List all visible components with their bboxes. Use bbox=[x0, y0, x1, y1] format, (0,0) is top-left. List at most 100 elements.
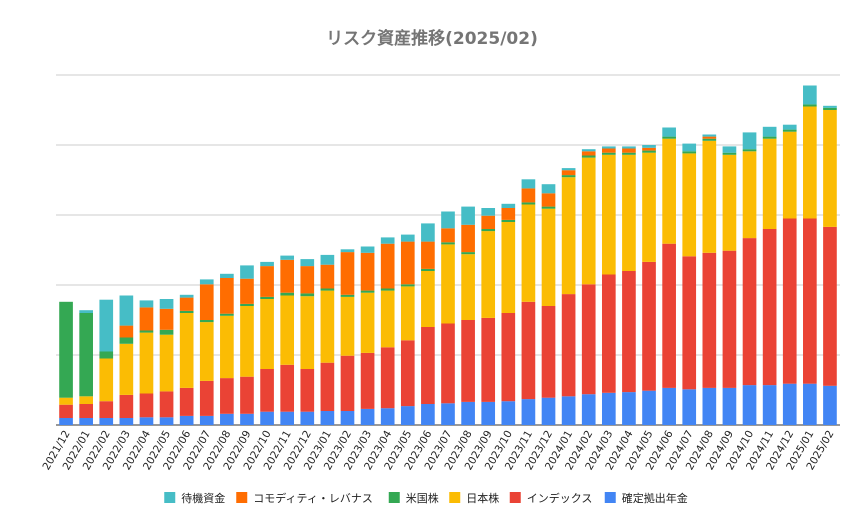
bar-segment bbox=[541, 397, 556, 425]
bar-segment bbox=[340, 294, 355, 297]
bar-segment bbox=[682, 153, 697, 257]
bar-segment bbox=[400, 241, 415, 285]
bar-segment bbox=[280, 255, 295, 260]
bar-segment bbox=[501, 313, 516, 402]
bar-segment bbox=[380, 288, 395, 291]
bar-segment bbox=[722, 250, 737, 388]
bar-segment bbox=[441, 403, 455, 425]
bar-segment bbox=[340, 355, 355, 411]
bar-segment bbox=[79, 310, 93, 313]
bar-segment bbox=[823, 110, 837, 227]
bar-segment bbox=[461, 252, 475, 255]
bar-segment bbox=[220, 378, 234, 414]
bar-segment bbox=[360, 252, 375, 291]
bar-segment bbox=[622, 152, 636, 155]
bar-segment bbox=[642, 152, 656, 262]
bar-segment bbox=[601, 154, 616, 275]
bar-segment bbox=[622, 392, 636, 425]
bar-segment bbox=[159, 391, 174, 418]
bar-segment bbox=[79, 404, 93, 418]
bar-segment bbox=[722, 146, 737, 153]
bar-segment bbox=[461, 401, 475, 425]
bar-segment bbox=[702, 138, 717, 141]
bar-segment bbox=[220, 278, 234, 314]
bar-segment bbox=[340, 296, 355, 356]
bar-segment bbox=[260, 411, 274, 425]
bar-segment bbox=[722, 387, 737, 425]
bar-segment bbox=[340, 411, 355, 425]
bar-segment bbox=[501, 219, 516, 222]
bar-segment bbox=[481, 229, 496, 232]
bar-segment bbox=[702, 136, 717, 139]
bar-segment bbox=[380, 243, 395, 289]
bar-segment bbox=[199, 284, 214, 320]
bar-segment bbox=[119, 394, 134, 418]
bar-segment bbox=[682, 151, 697, 154]
bar-segment bbox=[300, 296, 315, 369]
bar-segment bbox=[722, 152, 737, 155]
bar-segment bbox=[99, 401, 114, 418]
bar-segment bbox=[441, 228, 455, 243]
bar-segment bbox=[119, 337, 134, 344]
bar-segment bbox=[541, 184, 556, 194]
bar-segment bbox=[742, 151, 757, 239]
bar-segment bbox=[280, 292, 295, 296]
bar-segment bbox=[320, 254, 335, 265]
bar-segment bbox=[421, 271, 435, 327]
bar-segment bbox=[280, 259, 295, 293]
bar-segment bbox=[260, 266, 274, 297]
bar-segment bbox=[320, 411, 335, 425]
bar-segment bbox=[561, 396, 576, 425]
bar-segment bbox=[159, 417, 174, 425]
bar-segment bbox=[501, 208, 516, 220]
bar-segment bbox=[561, 170, 576, 176]
bar-segment bbox=[340, 249, 355, 253]
bar-segment bbox=[501, 222, 516, 313]
legend-label: 米国株 bbox=[406, 491, 439, 505]
bar-segment bbox=[561, 175, 576, 178]
bar-segment bbox=[400, 286, 415, 341]
bar-segment bbox=[179, 310, 194, 313]
bar-segment bbox=[400, 234, 415, 242]
bar-segment bbox=[99, 299, 114, 352]
bar-segment bbox=[441, 211, 455, 229]
bar-segment bbox=[762, 138, 777, 229]
bar-segment bbox=[521, 204, 536, 302]
bar-segment bbox=[240, 278, 254, 304]
bar-segment bbox=[79, 418, 93, 425]
bar-segment bbox=[601, 148, 616, 153]
bar-segment bbox=[240, 265, 254, 279]
bar-segment bbox=[622, 146, 636, 149]
bar-segment bbox=[199, 415, 214, 425]
bar-segment bbox=[260, 299, 274, 369]
bar-segment bbox=[300, 411, 315, 425]
bar-segment bbox=[199, 380, 214, 416]
bar-segment bbox=[260, 261, 274, 267]
bar-segment bbox=[541, 306, 556, 398]
bar-segment bbox=[139, 330, 154, 333]
bar-segment bbox=[642, 150, 656, 153]
bar-segment bbox=[601, 274, 616, 393]
bar-segment bbox=[702, 134, 717, 137]
bar-segment bbox=[139, 307, 154, 331]
bar-segment bbox=[421, 404, 435, 425]
bar-segment bbox=[803, 104, 817, 107]
bar-segment bbox=[702, 252, 717, 388]
bar-segment bbox=[179, 313, 194, 388]
bar-segment bbox=[340, 252, 355, 295]
bar-segment bbox=[159, 299, 174, 309]
bar-segment bbox=[622, 148, 636, 153]
bar-segment bbox=[59, 418, 73, 425]
bar-segment bbox=[581, 284, 596, 395]
bar-segment bbox=[541, 193, 556, 207]
bar-segment bbox=[441, 242, 455, 245]
bar-segment bbox=[199, 279, 214, 285]
bar-segment bbox=[823, 105, 837, 108]
bar-segment bbox=[240, 306, 254, 377]
bar-segment bbox=[320, 264, 335, 289]
legend-label: 日本株 bbox=[466, 491, 499, 505]
bar-segment bbox=[782, 131, 797, 219]
bar-segment bbox=[240, 303, 254, 306]
bar-segment bbox=[119, 343, 134, 395]
bar-segment bbox=[782, 129, 797, 132]
